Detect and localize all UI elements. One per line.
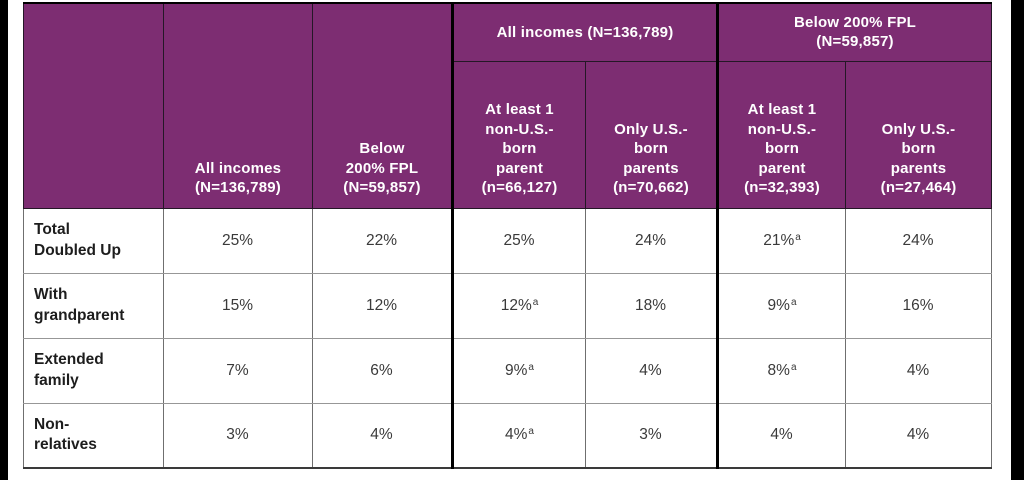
cell-value: 12% — [365, 296, 398, 314]
cell-value: 16% — [902, 296, 934, 314]
corner-cell — [23, 2, 164, 209]
data-cell: 25% — [163, 207, 313, 274]
footnote-marker: a — [528, 361, 534, 373]
data-cell: 9%a — [451, 337, 586, 404]
sub-header-row: At least 1 non-U.S.- born parent (n=66,1… — [24, 60, 993, 209]
cell-value: 18% — [634, 296, 667, 314]
data-cell: 24% — [845, 207, 993, 274]
table-row-total-doubled-up: Total Doubled Up 25% 22% 25% 24% 21%a 24… — [23, 207, 993, 274]
col-header-below-200-fpl: Below 200% FPL (N=59,857) — [312, 2, 453, 209]
cell-value: 21% — [763, 231, 795, 249]
col-header-all-incomes: All incomes (N=136,789) — [163, 2, 313, 209]
cell-value: 9% — [505, 361, 528, 379]
cell-value: 4% — [906, 361, 930, 379]
row-label: Total Doubled Up — [23, 207, 164, 274]
row-label: Extended family — [23, 337, 164, 404]
document-sheet: All incomes (N=136,789) Below 200% FPL (… — [8, 0, 1011, 480]
cell-value: 15% — [221, 296, 254, 314]
data-cell: 16% — [845, 272, 993, 339]
data-cell: 12% — [312, 272, 453, 339]
footnote-marker: a — [790, 296, 797, 308]
group-header-row: All incomes (N=136,789) Below 200% FPL (… — [23, 2, 993, 209]
cell-value: 3% — [639, 426, 662, 444]
cell-value: 25% — [221, 231, 254, 249]
cell-value: 4% — [639, 361, 662, 379]
cell-value: 24% — [902, 231, 934, 249]
data-cell: 6% — [312, 337, 453, 404]
data-cell: 22% — [312, 207, 453, 274]
data-cell: 21%a — [716, 207, 847, 274]
table-row-non-relatives: Non- relatives 3% 4% 4%a 3% 4% 4% — [23, 402, 993, 469]
cell-value: 4% — [505, 426, 528, 444]
cell-value: 24% — [634, 231, 667, 249]
footnote-marker: a — [528, 426, 534, 438]
cell-value: 7% — [226, 361, 249, 379]
row-label: With grandparent — [23, 272, 164, 339]
cell-value: 22% — [365, 231, 398, 249]
col-header-all-incomes-non-us-born-parent: At least 1 non-U.S.- born parent (n=66,1… — [451, 60, 586, 209]
cell-value: 4% — [770, 426, 793, 444]
footnote-marker: a — [795, 231, 801, 243]
footnote-marker: a — [790, 361, 797, 373]
data-cell: 4% — [312, 402, 453, 469]
data-cell: 25% — [451, 207, 586, 274]
cell-value: 8% — [767, 361, 790, 379]
data-cell: 4% — [845, 337, 993, 404]
group-header-all-incomes: All incomes (N=136,789) — [450, 2, 719, 62]
data-cell: 9%a — [716, 272, 847, 339]
data-cell: 18% — [584, 272, 719, 339]
data-cell: 24% — [584, 207, 719, 274]
cell-value: 12% — [500, 296, 532, 314]
data-cell: 12%a — [451, 272, 586, 339]
row-label: Non- relatives — [23, 402, 164, 469]
data-cell: 8%a — [716, 337, 847, 404]
data-cell: 3% — [584, 402, 719, 469]
data-cell: 7% — [163, 337, 313, 404]
cell-value: 9% — [767, 296, 790, 314]
table-row-extended-family: Extended family 7% 6% 9%a 4% 8%a 4% — [23, 337, 993, 404]
col-header-all-incomes-us-born-parents: Only U.S.- born parents (n=70,662) — [584, 60, 719, 209]
data-cell: 4% — [716, 402, 847, 469]
table-row-with-grandparent: With grandparent 15% 12% 12%a 18% 9%a 16… — [23, 272, 993, 339]
data-cell: 15% — [163, 272, 313, 339]
data-cell: 4% — [845, 402, 993, 469]
data-cell: 4%a — [451, 402, 586, 469]
cell-value: 4% — [370, 426, 393, 444]
data-cell: 3% — [163, 402, 313, 469]
col-header-below-fpl-us-born-parents: Only U.S.- born parents (n=27,464) — [845, 60, 993, 209]
footnote-marker: a — [532, 296, 539, 308]
data-cell: 4% — [584, 337, 719, 404]
col-header-below-fpl-non-us-born-parent: At least 1 non-U.S.- born parent (n=32,3… — [716, 60, 847, 209]
group-header-below-200-fpl: Below 200% FPL (N=59,857) — [716, 2, 993, 62]
cell-value: 25% — [503, 231, 535, 249]
cell-value: 3% — [226, 426, 249, 444]
cell-value: 6% — [370, 361, 393, 379]
doubled-up-table: All incomes (N=136,789) Below 200% FPL (… — [23, 2, 993, 469]
cell-value: 4% — [906, 426, 930, 444]
